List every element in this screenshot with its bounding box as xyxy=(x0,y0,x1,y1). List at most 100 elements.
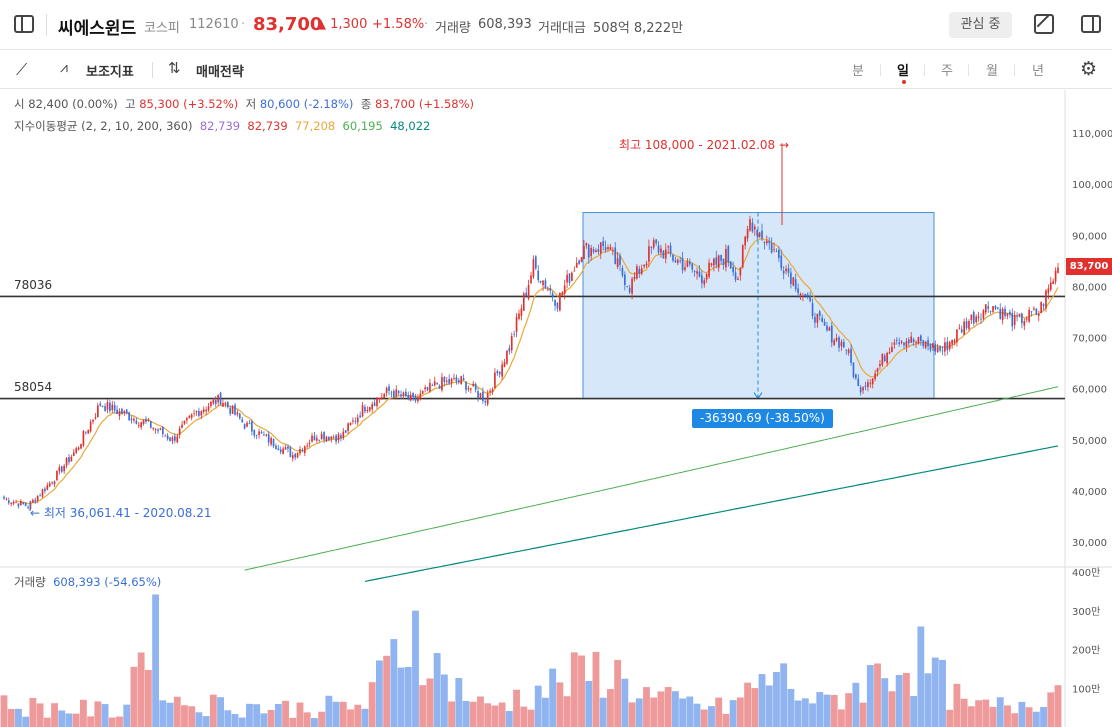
candle-body xyxy=(438,385,441,389)
candle xyxy=(44,486,46,494)
candle xyxy=(559,292,561,312)
candle xyxy=(421,390,424,395)
period-divider xyxy=(924,64,925,76)
candle-body xyxy=(248,422,251,424)
candle xyxy=(263,431,265,436)
volume-bar xyxy=(715,697,723,727)
candle-body xyxy=(241,419,244,423)
candle-body xyxy=(152,428,155,429)
period-day[interactable]: 일 xyxy=(897,64,909,79)
period-year[interactable]: 년 xyxy=(1032,64,1044,79)
watch-button[interactable]: 관심 중 xyxy=(949,12,1012,38)
candle xyxy=(749,215,751,232)
candle-body xyxy=(186,418,188,421)
candle-body xyxy=(378,398,381,400)
candle-body xyxy=(183,420,186,424)
candle-body xyxy=(272,438,275,447)
candle xyxy=(773,242,775,253)
candle-body xyxy=(542,280,544,286)
candle-body xyxy=(63,465,66,472)
candle xyxy=(267,430,270,447)
candle-body xyxy=(568,273,571,283)
volume-tick-label: 400만 xyxy=(1072,567,1100,579)
ma360-line xyxy=(364,445,1059,582)
candle xyxy=(494,368,496,389)
low-label: 저 xyxy=(245,97,257,111)
candle-body xyxy=(46,485,49,490)
candle-body xyxy=(289,447,292,457)
candle-body xyxy=(506,350,508,364)
candle-body xyxy=(226,401,229,408)
indicator-icon[interactable]: ⩘ xyxy=(60,60,68,76)
candle xyxy=(106,398,109,414)
candle xyxy=(472,380,475,387)
candle-body xyxy=(361,405,364,417)
candle-body xyxy=(135,420,138,424)
candle xyxy=(956,329,958,347)
candle-body xyxy=(946,341,949,351)
volume-bar xyxy=(700,709,708,727)
volume-bar xyxy=(758,674,766,727)
candle-body xyxy=(624,274,626,286)
candle xyxy=(520,304,523,321)
edit-icon[interactable] xyxy=(1034,14,1054,34)
candle xyxy=(128,411,130,421)
candle xyxy=(640,264,643,276)
candle xyxy=(202,406,205,415)
candle-body xyxy=(352,420,354,422)
candle-body xyxy=(450,378,453,383)
volume-bar xyxy=(556,682,564,727)
candle xyxy=(1023,318,1026,331)
candle xyxy=(522,291,525,312)
volume-bar xyxy=(801,698,809,727)
candle xyxy=(816,313,819,328)
candle xyxy=(508,344,511,355)
candle-body xyxy=(402,392,405,396)
candle-body xyxy=(17,503,20,507)
candle-body xyxy=(323,432,325,440)
volume-bar xyxy=(65,713,73,727)
settings-gear-icon[interactable]: ⚙ xyxy=(1080,58,1098,80)
volume-bar xyxy=(621,678,629,727)
period-minute[interactable]: 분 xyxy=(852,64,864,79)
period-month[interactable]: 월 xyxy=(986,64,998,79)
candle xyxy=(344,430,347,433)
draw-line-icon[interactable]: ⟋ xyxy=(16,60,28,79)
volume-bar xyxy=(902,672,910,727)
period-week[interactable]: 주 xyxy=(941,64,953,79)
candle xyxy=(1049,276,1052,292)
candle xyxy=(946,336,949,356)
candle-body xyxy=(296,453,299,458)
panel-icon[interactable] xyxy=(1081,15,1101,33)
candle-body xyxy=(708,262,710,277)
candle xyxy=(92,419,94,425)
volume-bar xyxy=(549,668,557,727)
candle xyxy=(383,392,386,399)
strategy-icon[interactable]: ⇅ xyxy=(168,59,181,77)
candle xyxy=(104,403,106,412)
candle-body xyxy=(308,442,311,444)
indicator-button[interactable]: 보조지표 xyxy=(86,65,134,80)
candle-body xyxy=(388,386,390,391)
candle xyxy=(388,383,390,396)
sidebar-toggle-icon[interactable] xyxy=(14,15,34,33)
candle-body xyxy=(811,303,814,317)
candle-body xyxy=(643,264,645,267)
candle-body xyxy=(291,455,294,459)
candle-body xyxy=(628,287,631,293)
volume-bar xyxy=(195,712,203,727)
strategy-button[interactable]: 매매전략 xyxy=(196,65,244,80)
candle-body xyxy=(977,316,980,318)
candle xyxy=(450,377,453,388)
volume-bar xyxy=(924,673,932,727)
candle xyxy=(311,432,313,443)
candle-body xyxy=(89,421,92,432)
candle xyxy=(178,425,181,439)
candle-body xyxy=(965,320,968,329)
volume-bar xyxy=(412,610,419,727)
volume-bar xyxy=(72,713,80,727)
candle xyxy=(282,446,284,455)
volume-bar xyxy=(296,702,304,727)
candle xyxy=(272,438,275,448)
